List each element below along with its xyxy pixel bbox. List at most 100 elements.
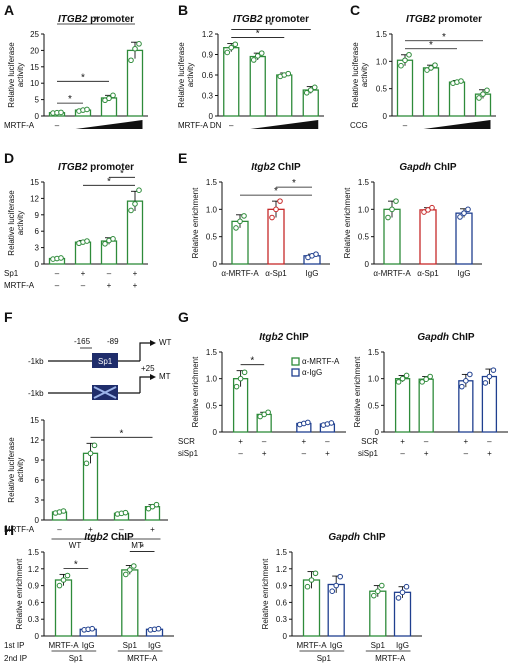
data-point-e1 — [241, 213, 247, 219]
data-point-h1 — [123, 571, 129, 578]
chart-title-rest-d: promoter — [87, 162, 134, 173]
condition-mark-d: – — [55, 269, 60, 278]
chart-title-a: ITGB2 promoter — [58, 14, 134, 25]
y-axis-label-a: Relative luciferase — [7, 42, 16, 108]
chart-title-gene-b: ITGB2 — [233, 14, 263, 25]
y-tick-label-h1: 0.9 — [28, 582, 40, 591]
data-point-b — [303, 89, 310, 96]
data-point-g2 — [395, 379, 402, 385]
second-ip-label-h2: Sp1 — [317, 654, 332, 663]
condition-mark-f: – — [57, 525, 62, 534]
chart-title-e2: Gapdh ChIP — [399, 162, 457, 173]
bar-h1 — [121, 569, 139, 637]
bar-b — [223, 47, 240, 117]
data-point-g1 — [328, 420, 335, 426]
data-point-h2 — [304, 583, 311, 590]
data-point-f — [87, 450, 94, 457]
y-tick-label-a: 10 — [30, 79, 39, 88]
y-tick-label-e1: 1.5 — [206, 178, 218, 187]
data-point-g2 — [427, 373, 433, 380]
condition-label-d: MRTF-A — [4, 281, 35, 290]
y-tick-label-h2: 0 — [283, 632, 288, 641]
data-point-g2 — [403, 372, 410, 379]
y-axis-label-c: Relative luciferase — [351, 42, 360, 108]
panel-letter-g: G — [178, 309, 189, 325]
condition-label-g1: siSp1 — [178, 449, 199, 458]
bar-h1 — [54, 579, 73, 637]
y-axis-label-2-b: activity — [186, 63, 195, 87]
y-tick-label-c: 0 — [383, 112, 388, 121]
y-tick-label-e2: 1.0 — [358, 205, 370, 214]
chart-panel-g-gapdh: Gapdh ChIP 0 0.5 1.0 1.5 Relative enrichment S… — [353, 332, 508, 458]
category-label-e1: α-Sp1 — [265, 269, 287, 278]
y-axis-label-2-a: activity — [16, 63, 25, 87]
data-point-g2 — [482, 380, 489, 386]
data-point-c — [484, 87, 490, 94]
condition-label-f: MRTF-A — [4, 525, 35, 534]
panel-letter-h: H — [4, 522, 14, 538]
condition-mark-g1: + — [262, 449, 267, 458]
mt-left-label: -1kb — [28, 389, 44, 398]
mt-cross-2 — [93, 386, 117, 399]
pos-a-label: -165 — [74, 337, 91, 346]
data-point-c — [458, 78, 464, 84]
data-point-e1 — [313, 251, 319, 257]
data-point-e1 — [277, 198, 283, 204]
significance-star-f: * — [120, 428, 124, 439]
wt-arrow-head — [150, 340, 156, 346]
data-point-a — [132, 45, 138, 52]
data-point-b — [224, 49, 231, 56]
chart-title-rest-g1: ChIP — [283, 332, 309, 343]
y-tick-label-h2: 0.3 — [276, 615, 288, 624]
significance-star-a: * — [81, 72, 85, 83]
data-point-b — [307, 87, 314, 93]
chart-panel-h-itgb2: Itgb2 ChIP 0 0.3 0.6 0.9 1.2 1.5 Relative enric… — [4, 532, 174, 663]
y-tick-label-g1: 1.0 — [206, 375, 218, 384]
category-label-e2: α-Sp1 — [417, 269, 439, 278]
y-tick-label-e1: 0 — [213, 260, 218, 269]
condition-mark-g2: – — [464, 449, 469, 458]
y-axis-label-d: Relative luciferase — [7, 190, 16, 256]
condition-mark-d: – — [55, 281, 60, 290]
first-ip-label-h2: Sp1 — [371, 641, 386, 650]
data-point-c — [432, 62, 438, 68]
chart-panel-f: 0 3 6 9 12 15 Relative luciferase activity * MRTF… — [4, 416, 168, 550]
significance-star-d: * — [120, 168, 124, 179]
chart-title-rest-a: promoter — [87, 14, 134, 25]
y-tick-label-g1: 0.5 — [206, 401, 218, 410]
y-tick-label-d: 12 — [30, 194, 39, 203]
data-point-g1 — [237, 375, 244, 382]
condition-mark-f: + — [150, 525, 155, 534]
panel-letter-c: C — [350, 2, 360, 18]
condition-mark-g1: + — [325, 449, 330, 458]
data-point-e2 — [385, 214, 391, 221]
pos-b-label: -89 — [107, 337, 119, 346]
y-tick-label-f: 6 — [35, 476, 40, 485]
condition-mark-f: – — [119, 525, 124, 534]
wt-left-label: -1kb — [28, 357, 44, 366]
chart-panel-b: ITGB2 promoter 0 0.3 0.6 0.9 1.2 Relative luci… — [177, 14, 324, 130]
mt-tag: MT — [159, 372, 171, 381]
first-ip-label-h2: IgG — [396, 641, 409, 650]
legend-swatch-g1 — [291, 357, 300, 366]
data-point-f — [83, 460, 90, 467]
first-ip-label-h1: IgG — [148, 641, 161, 650]
condition-mark-g1: – — [262, 437, 267, 446]
y-tick-label-f: 9 — [35, 456, 40, 465]
legend-swatch-g1 — [291, 368, 300, 377]
y-tick-label-e1: 0.5 — [206, 233, 218, 242]
y-tick-label-a: 15 — [30, 63, 39, 72]
data-point-h2 — [308, 577, 315, 583]
second-ip-label-h2: MRTF-A — [375, 654, 406, 663]
bar-g2 — [418, 378, 434, 433]
y-axis-label-f: Relative luciferase — [7, 437, 16, 503]
y-axis-label-b: Relative luciferase — [177, 42, 186, 108]
data-point-b — [258, 50, 265, 56]
chart-title-g1: Itgb2 ChIP — [259, 332, 309, 343]
y-tick-label-g1: 1.5 — [206, 348, 218, 357]
data-point-d — [102, 240, 108, 247]
data-point-h1 — [127, 567, 133, 573]
chart-title-h2: Gapdh ChIP — [328, 532, 386, 543]
condition-mark-g1: + — [302, 437, 307, 446]
data-point-a — [128, 57, 134, 64]
